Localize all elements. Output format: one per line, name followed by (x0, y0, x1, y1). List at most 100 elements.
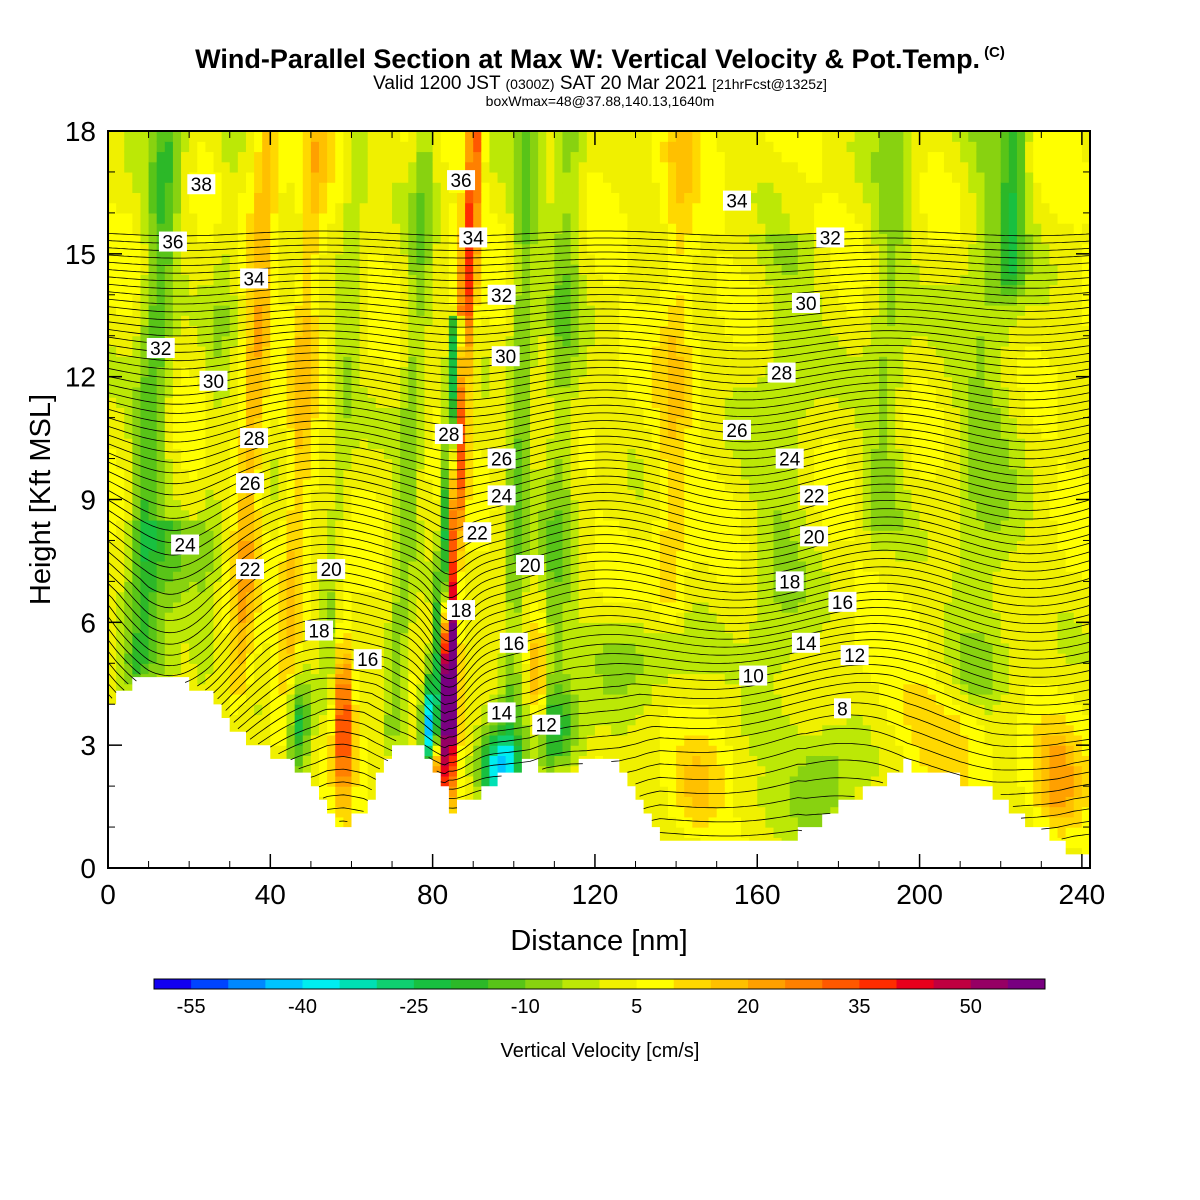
w-cell (262, 315, 271, 327)
w-cell (521, 141, 531, 153)
w-cell (237, 591, 247, 603)
w-cell (172, 499, 182, 511)
w-cell (343, 376, 353, 388)
w-cell (205, 294, 215, 306)
w-cell (635, 366, 645, 378)
w-cell (359, 458, 369, 470)
w-cell (505, 325, 515, 337)
w-cell (416, 171, 426, 183)
w-cell (416, 397, 426, 408)
w-cell (383, 734, 393, 746)
w-cell (197, 386, 206, 398)
w-cell (586, 704, 596, 716)
w-cell (424, 212, 434, 224)
w-cell (148, 131, 158, 142)
w-cell (197, 438, 206, 449)
w-cell (456, 417, 466, 429)
w-cell (408, 274, 417, 286)
w-cell (643, 305, 653, 316)
w-cell (116, 642, 125, 654)
w-cell (505, 612, 515, 623)
w-cell (465, 560, 474, 572)
w-cell (116, 202, 125, 214)
w-cell (327, 683, 336, 695)
w-cell (197, 427, 206, 439)
w-cell (343, 305, 353, 316)
w-cell (594, 397, 604, 408)
w-cell (659, 141, 669, 153)
w-cell (586, 612, 596, 623)
w-cell (586, 642, 596, 654)
w-cell (229, 550, 239, 562)
w-cell (156, 397, 166, 408)
w-cell (302, 734, 312, 746)
w-cell (319, 376, 328, 388)
w-cell (392, 233, 401, 245)
w-cell (594, 530, 604, 542)
w-cell (294, 458, 304, 470)
w-cell (148, 489, 158, 501)
w-cell (221, 141, 231, 153)
w-cell (148, 366, 158, 378)
w-cell (456, 131, 466, 142)
w-cell (270, 294, 280, 306)
w-cell (383, 171, 393, 183)
w-cell (181, 499, 190, 511)
w-cell (294, 550, 304, 562)
w-cell (594, 212, 604, 224)
w-cell (440, 274, 450, 286)
w-cell (440, 223, 450, 234)
w-cell (521, 356, 531, 368)
w-cell (416, 530, 426, 542)
w-cell (530, 151, 539, 163)
w-cell (465, 397, 474, 408)
w-cell (286, 202, 296, 214)
w-cell (375, 683, 385, 695)
w-cell (148, 161, 158, 173)
w-cell (367, 612, 377, 623)
w-cell (132, 386, 142, 398)
w-cell (148, 202, 158, 214)
w-cell (245, 161, 255, 173)
w-cell (286, 141, 296, 153)
w-cell (611, 745, 620, 757)
w-cell (659, 417, 669, 429)
w-cell (456, 550, 466, 562)
w-cell (603, 233, 612, 245)
w-cell (424, 386, 434, 398)
w-cell (424, 427, 434, 439)
w-cell (489, 755, 499, 767)
w-cell (164, 171, 174, 183)
w-cell (205, 131, 215, 142)
w-cell (448, 315, 458, 327)
w-cell (578, 376, 588, 388)
w-cell (635, 458, 645, 470)
w-cell (424, 499, 434, 511)
w-cell (619, 571, 629, 582)
w-cell (635, 243, 645, 255)
w-cell (156, 141, 166, 153)
w-cell (611, 622, 620, 634)
w-cell (456, 151, 466, 163)
w-cell (327, 264, 336, 275)
w-cell (465, 192, 474, 204)
w-cell (530, 335, 539, 347)
w-cell (643, 796, 653, 808)
w-cell (205, 530, 215, 542)
w-cell (343, 141, 353, 153)
w-cell (351, 397, 361, 408)
w-cell (473, 356, 482, 368)
w-cell (327, 171, 336, 183)
w-cell (594, 499, 604, 511)
w-cell (424, 171, 434, 183)
w-cell (383, 325, 393, 337)
w-cell (286, 305, 296, 316)
w-cell (408, 448, 417, 460)
w-cell (237, 182, 247, 194)
w-cell (310, 233, 320, 245)
w-cell (400, 212, 409, 224)
w-cell (400, 202, 409, 214)
w-cell (570, 765, 580, 777)
w-cell (513, 243, 523, 255)
w-cell (456, 386, 466, 398)
